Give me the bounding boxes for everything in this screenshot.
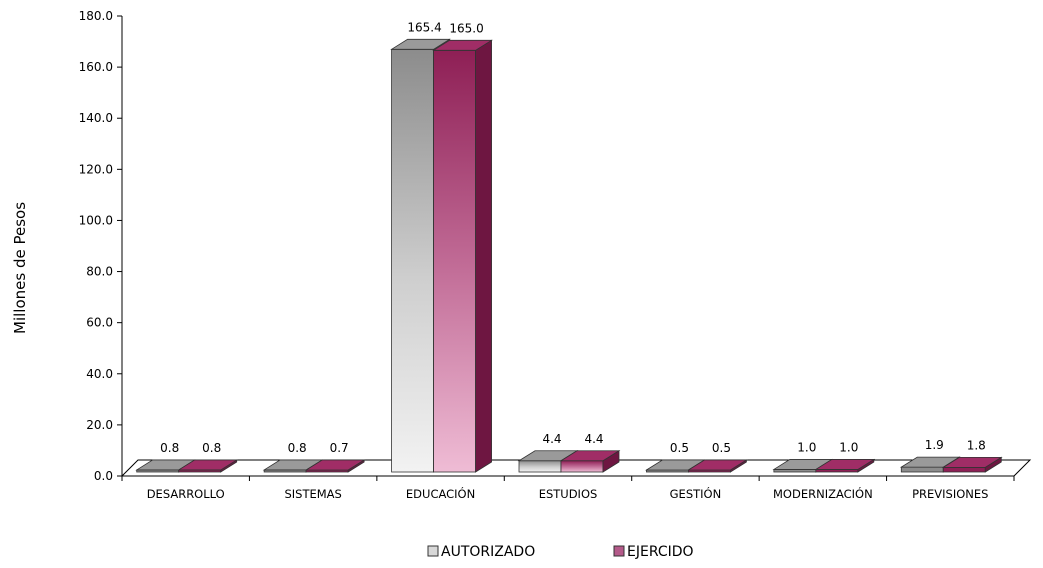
bar-front	[942, 466, 986, 473]
legend-label: EJERCIDO	[627, 544, 694, 560]
bar-top	[432, 39, 493, 51]
y-tick-label: 40.0	[86, 367, 113, 381]
data-label: 1.0	[797, 440, 816, 454]
y-tick-label: 80.0	[86, 265, 113, 279]
bar	[177, 459, 239, 473]
data-label: 165.0	[449, 21, 483, 35]
bar-top	[559, 450, 621, 462]
x-tick-label: ESTUDIOS	[539, 487, 598, 501]
x-tick-label: GESTIÓN	[670, 486, 722, 501]
y-tick-label: 140.0	[79, 111, 113, 125]
data-label: 0.5	[670, 441, 689, 455]
data-label: 4.4	[584, 432, 603, 446]
y-tick-label: 60.0	[86, 316, 113, 330]
y-tick-label: 180.0	[79, 9, 113, 23]
data-label: 1.9	[925, 438, 944, 452]
data-label: 4.4	[542, 432, 561, 446]
x-tick-label: EDUCACIÓN	[406, 486, 475, 501]
data-labels: 0.8 0.8 0.8 0.7 165.4 165.0 4.4 4.4 0.5 0.5 1.0 1.0…	[160, 20, 986, 455]
bar-top	[814, 459, 876, 470]
y-tick-label: 160.0	[79, 60, 113, 74]
bar-front	[560, 460, 604, 473]
y-tick-label: 100.0	[79, 213, 113, 227]
bar-top	[390, 38, 451, 50]
data-label: 0.5	[712, 441, 731, 455]
bar	[432, 39, 493, 473]
legend-item: AUTORIZADO	[427, 544, 535, 560]
y-tick-label: 120.0	[79, 162, 113, 176]
bar	[304, 459, 366, 473]
bar	[559, 450, 621, 473]
x-tick-label: MODERNIZACIÓN	[773, 486, 873, 501]
y-axis-title: Millones de Pesos	[11, 202, 29, 334]
axes: 0.0 20.0 40.0 60.0 80.0 100.0 120.0 140.0 160.0 1…	[79, 9, 1032, 501]
bar	[941, 456, 1003, 473]
y-tick-label: 20.0	[86, 418, 113, 432]
bars	[135, 38, 1003, 473]
data-label: 0.7	[330, 441, 349, 455]
legend-label: AUTORIZADO	[441, 544, 535, 560]
y-tick-label: 0.0	[94, 469, 113, 483]
bar-top	[304, 459, 366, 471]
data-label: 165.4	[407, 20, 441, 34]
data-label: 0.8	[288, 441, 307, 455]
bar-top	[941, 456, 1003, 468]
bar-front	[518, 460, 562, 473]
legend-swatch	[427, 545, 439, 557]
bar	[687, 459, 748, 473]
data-label: 0.8	[202, 441, 221, 455]
legend-swatch	[613, 545, 625, 557]
bar-front	[433, 49, 476, 473]
x-tick-label: DESARROLLO	[147, 487, 225, 501]
legend-item: EJERCIDO	[613, 544, 694, 560]
bar-top	[687, 459, 748, 471]
bar-front	[391, 48, 434, 473]
data-label: 1.0	[839, 440, 858, 454]
bar	[814, 458, 876, 473]
x-tick-label: SISTEMAS	[284, 487, 341, 501]
data-label: 1.8	[967, 438, 986, 452]
bar-top	[177, 459, 239, 471]
bar-front	[900, 466, 944, 473]
legend: AUTORIZADO EJERCIDO	[427, 544, 694, 560]
data-label: 0.8	[160, 441, 179, 455]
x-tick-label: PREVISIONES	[912, 487, 988, 501]
bar-side	[475, 39, 492, 473]
